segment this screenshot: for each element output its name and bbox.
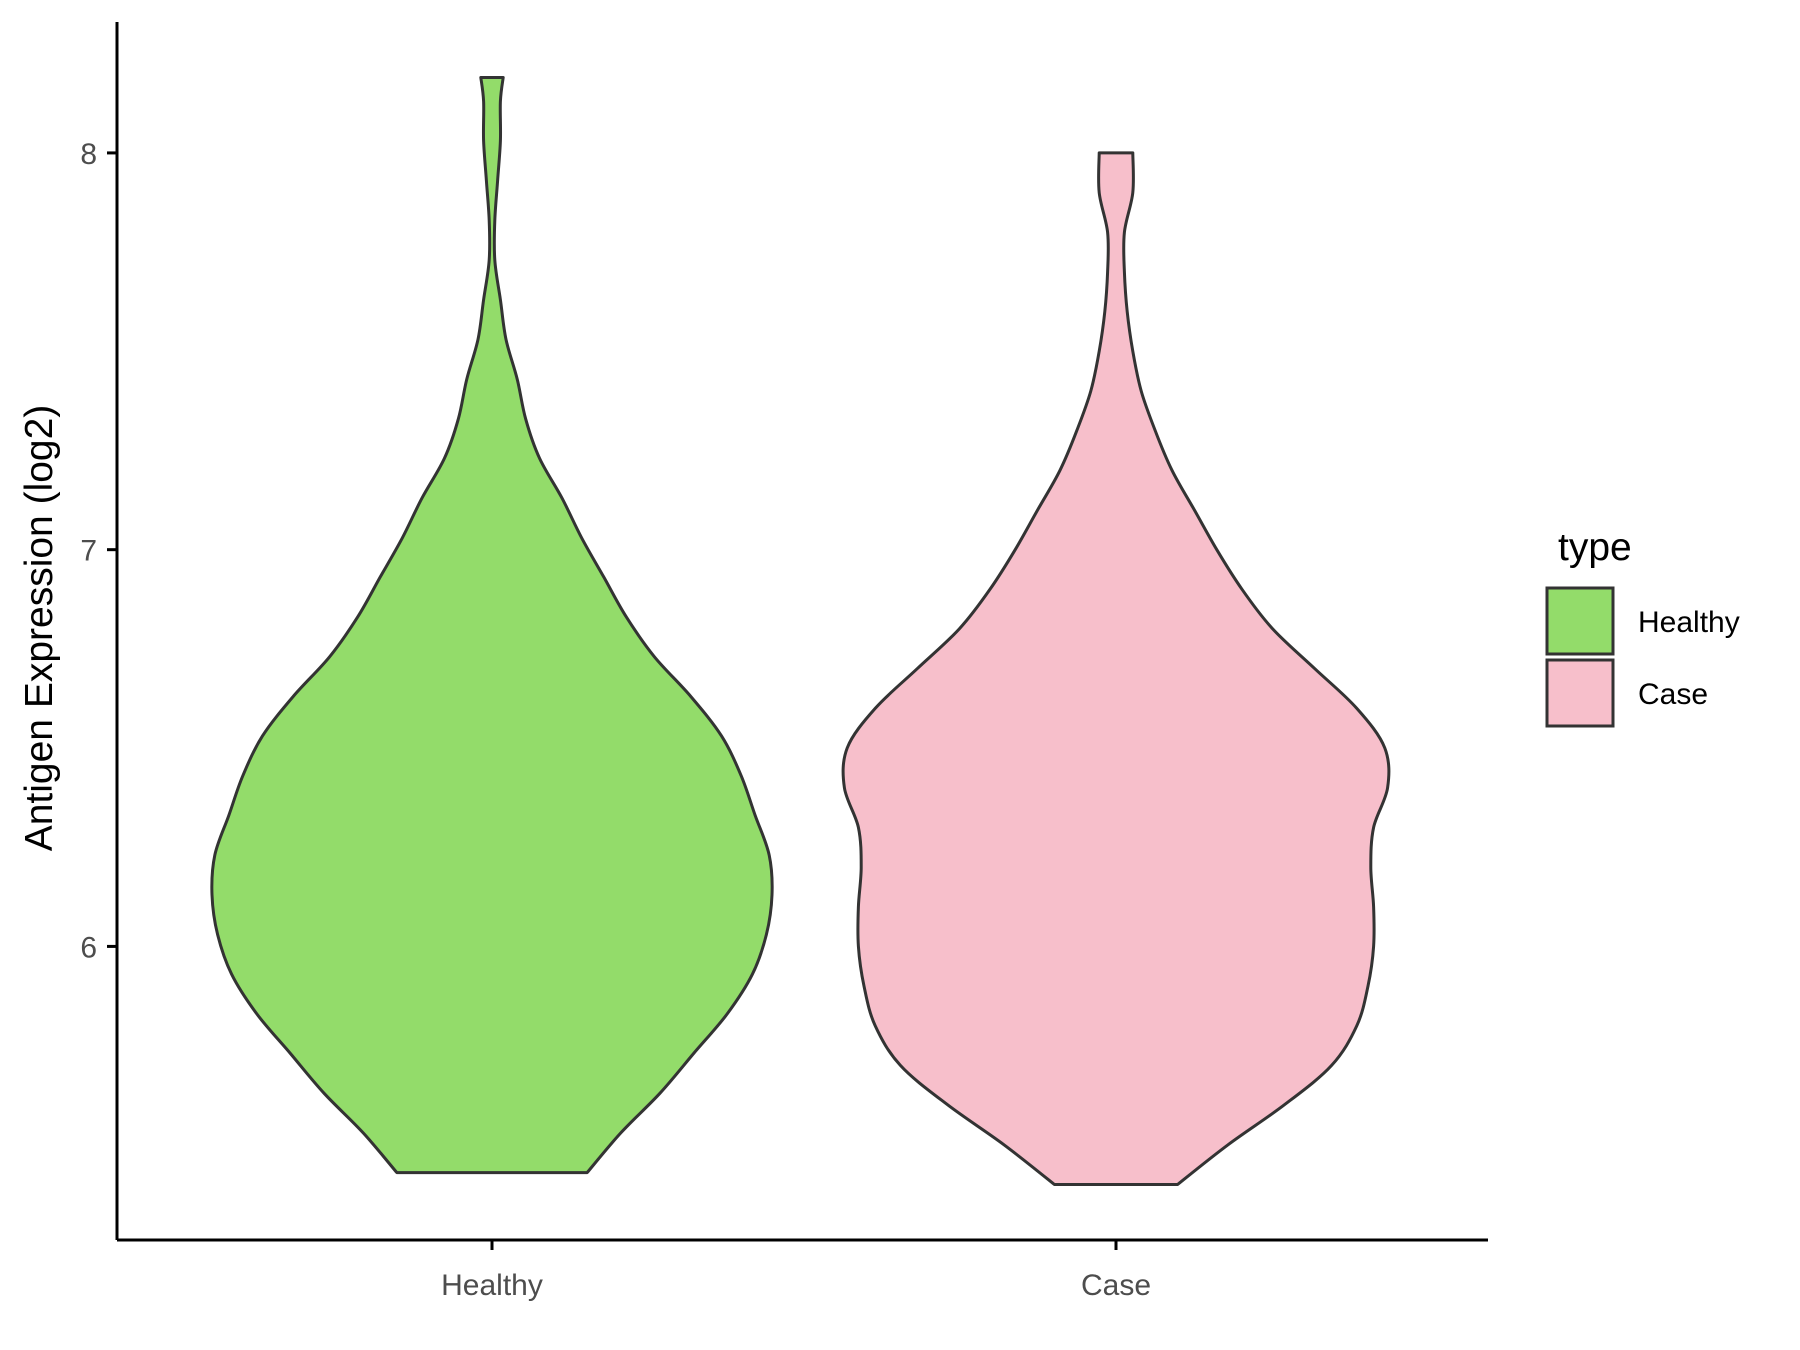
violin-layer bbox=[210, 76, 1391, 1186]
y-tick-label: 7 bbox=[80, 535, 97, 568]
x-tick-label: Healthy bbox=[441, 1269, 543, 1302]
x-axis-ticks: Healthy Case bbox=[441, 1240, 1151, 1302]
y-tick-label: 8 bbox=[80, 138, 97, 171]
legend: type Healthy Case bbox=[1545, 526, 1740, 728]
violin-case bbox=[841, 151, 1391, 1186]
y-axis-ticks: 6 7 8 bbox=[80, 138, 117, 964]
legend-swatch-healthy bbox=[1545, 586, 1615, 656]
legend-label-case: Case bbox=[1638, 678, 1708, 711]
legend-swatch-case bbox=[1545, 658, 1615, 728]
legend-label-healthy: Healthy bbox=[1638, 606, 1740, 639]
y-tick-label: 6 bbox=[80, 931, 97, 964]
legend-title: type bbox=[1558, 526, 1632, 569]
x-tick-label: Case bbox=[1081, 1269, 1151, 1302]
axes: 6 7 8 Healthy Case bbox=[80, 22, 1488, 1302]
violin-healthy bbox=[210, 76, 774, 1175]
y-axis-title: Antigen Expression (log2) bbox=[18, 405, 61, 852]
